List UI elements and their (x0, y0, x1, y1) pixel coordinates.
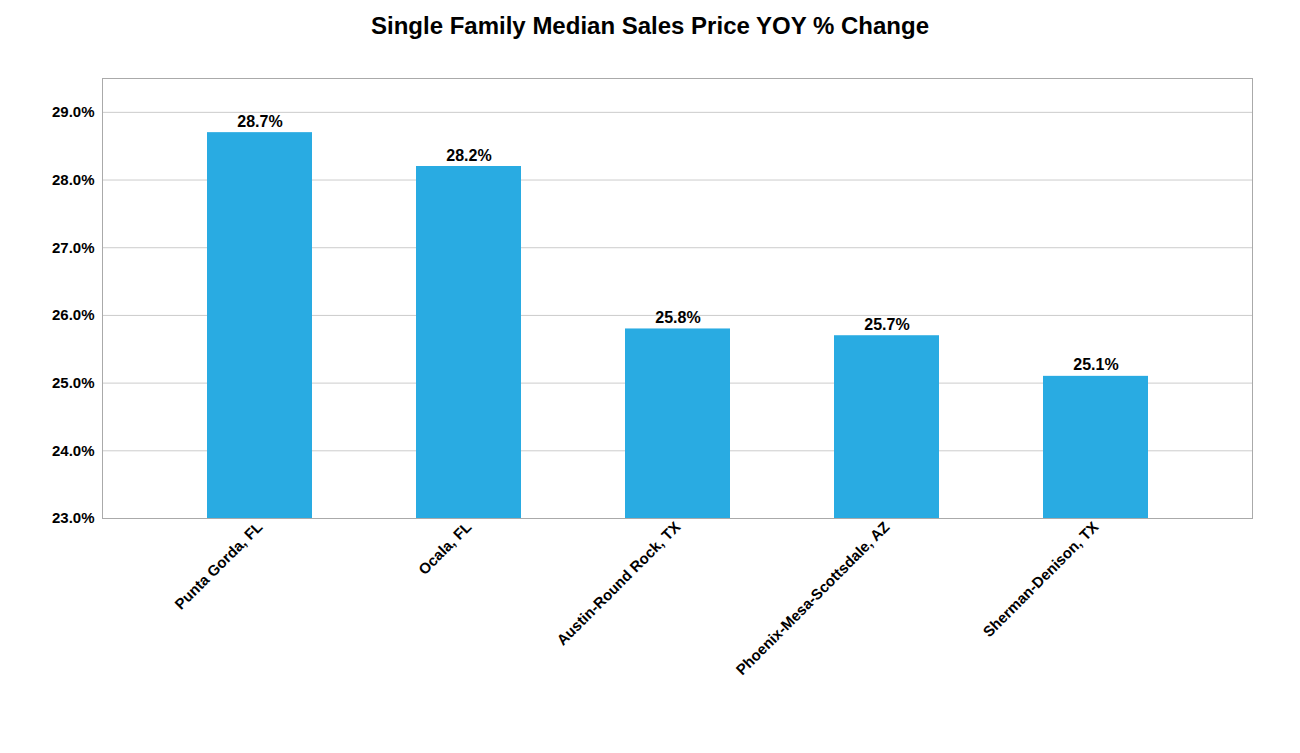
svg-text:23.0%: 23.0% (52, 509, 95, 526)
svg-text:24.0%: 24.0% (52, 442, 95, 459)
svg-text:Ocala, FL: Ocala, FL (415, 518, 475, 578)
svg-text:Phoenix-Mesa-Scottsdale, AZ: Phoenix-Mesa-Scottsdale, AZ (732, 518, 892, 678)
svg-text:25.0%: 25.0% (52, 374, 95, 391)
svg-text:25.1%: 25.1% (1073, 356, 1118, 373)
svg-text:27.0%: 27.0% (52, 239, 95, 256)
svg-text:29.0%: 29.0% (52, 103, 95, 120)
svg-text:26.0%: 26.0% (52, 306, 95, 323)
svg-text:28.0%: 28.0% (52, 171, 95, 188)
html-text:Single Family Median Sales Pri: Single Family Median Sales Price YOY % C… (371, 12, 929, 39)
svg-text:28.7%: 28.7% (237, 113, 282, 130)
svg-text:Punta Gorda, FL: Punta Gorda, FL (171, 518, 266, 613)
svg-text:Sherman-Denison, TX: Sherman-Denison, TX (979, 518, 1101, 640)
svg-text:25.8%: 25.8% (655, 309, 700, 326)
svg-text:25.7%: 25.7% (864, 316, 909, 333)
svg-text:Austin-Round Rock, TX: Austin-Round Rock, TX (553, 518, 683, 648)
svg-text:28.2%: 28.2% (446, 147, 491, 164)
